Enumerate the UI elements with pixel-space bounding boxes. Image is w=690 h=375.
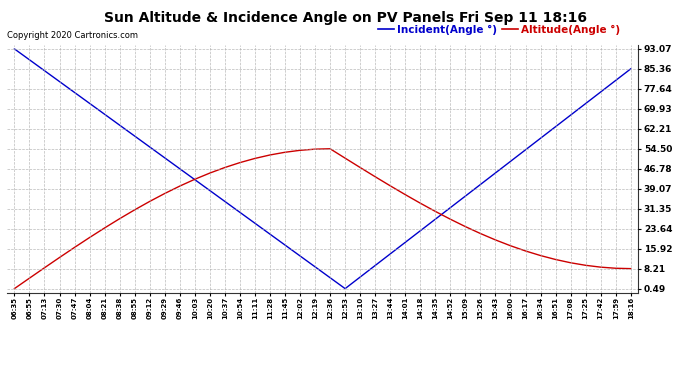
Legend: Incident(Angle °), Altitude(Angle °): Incident(Angle °), Altitude(Angle °) [378, 25, 620, 35]
Text: Copyright 2020 Cartronics.com: Copyright 2020 Cartronics.com [7, 31, 138, 40]
Text: Sun Altitude & Incidence Angle on PV Panels Fri Sep 11 18:16: Sun Altitude & Incidence Angle on PV Pan… [104, 11, 586, 25]
